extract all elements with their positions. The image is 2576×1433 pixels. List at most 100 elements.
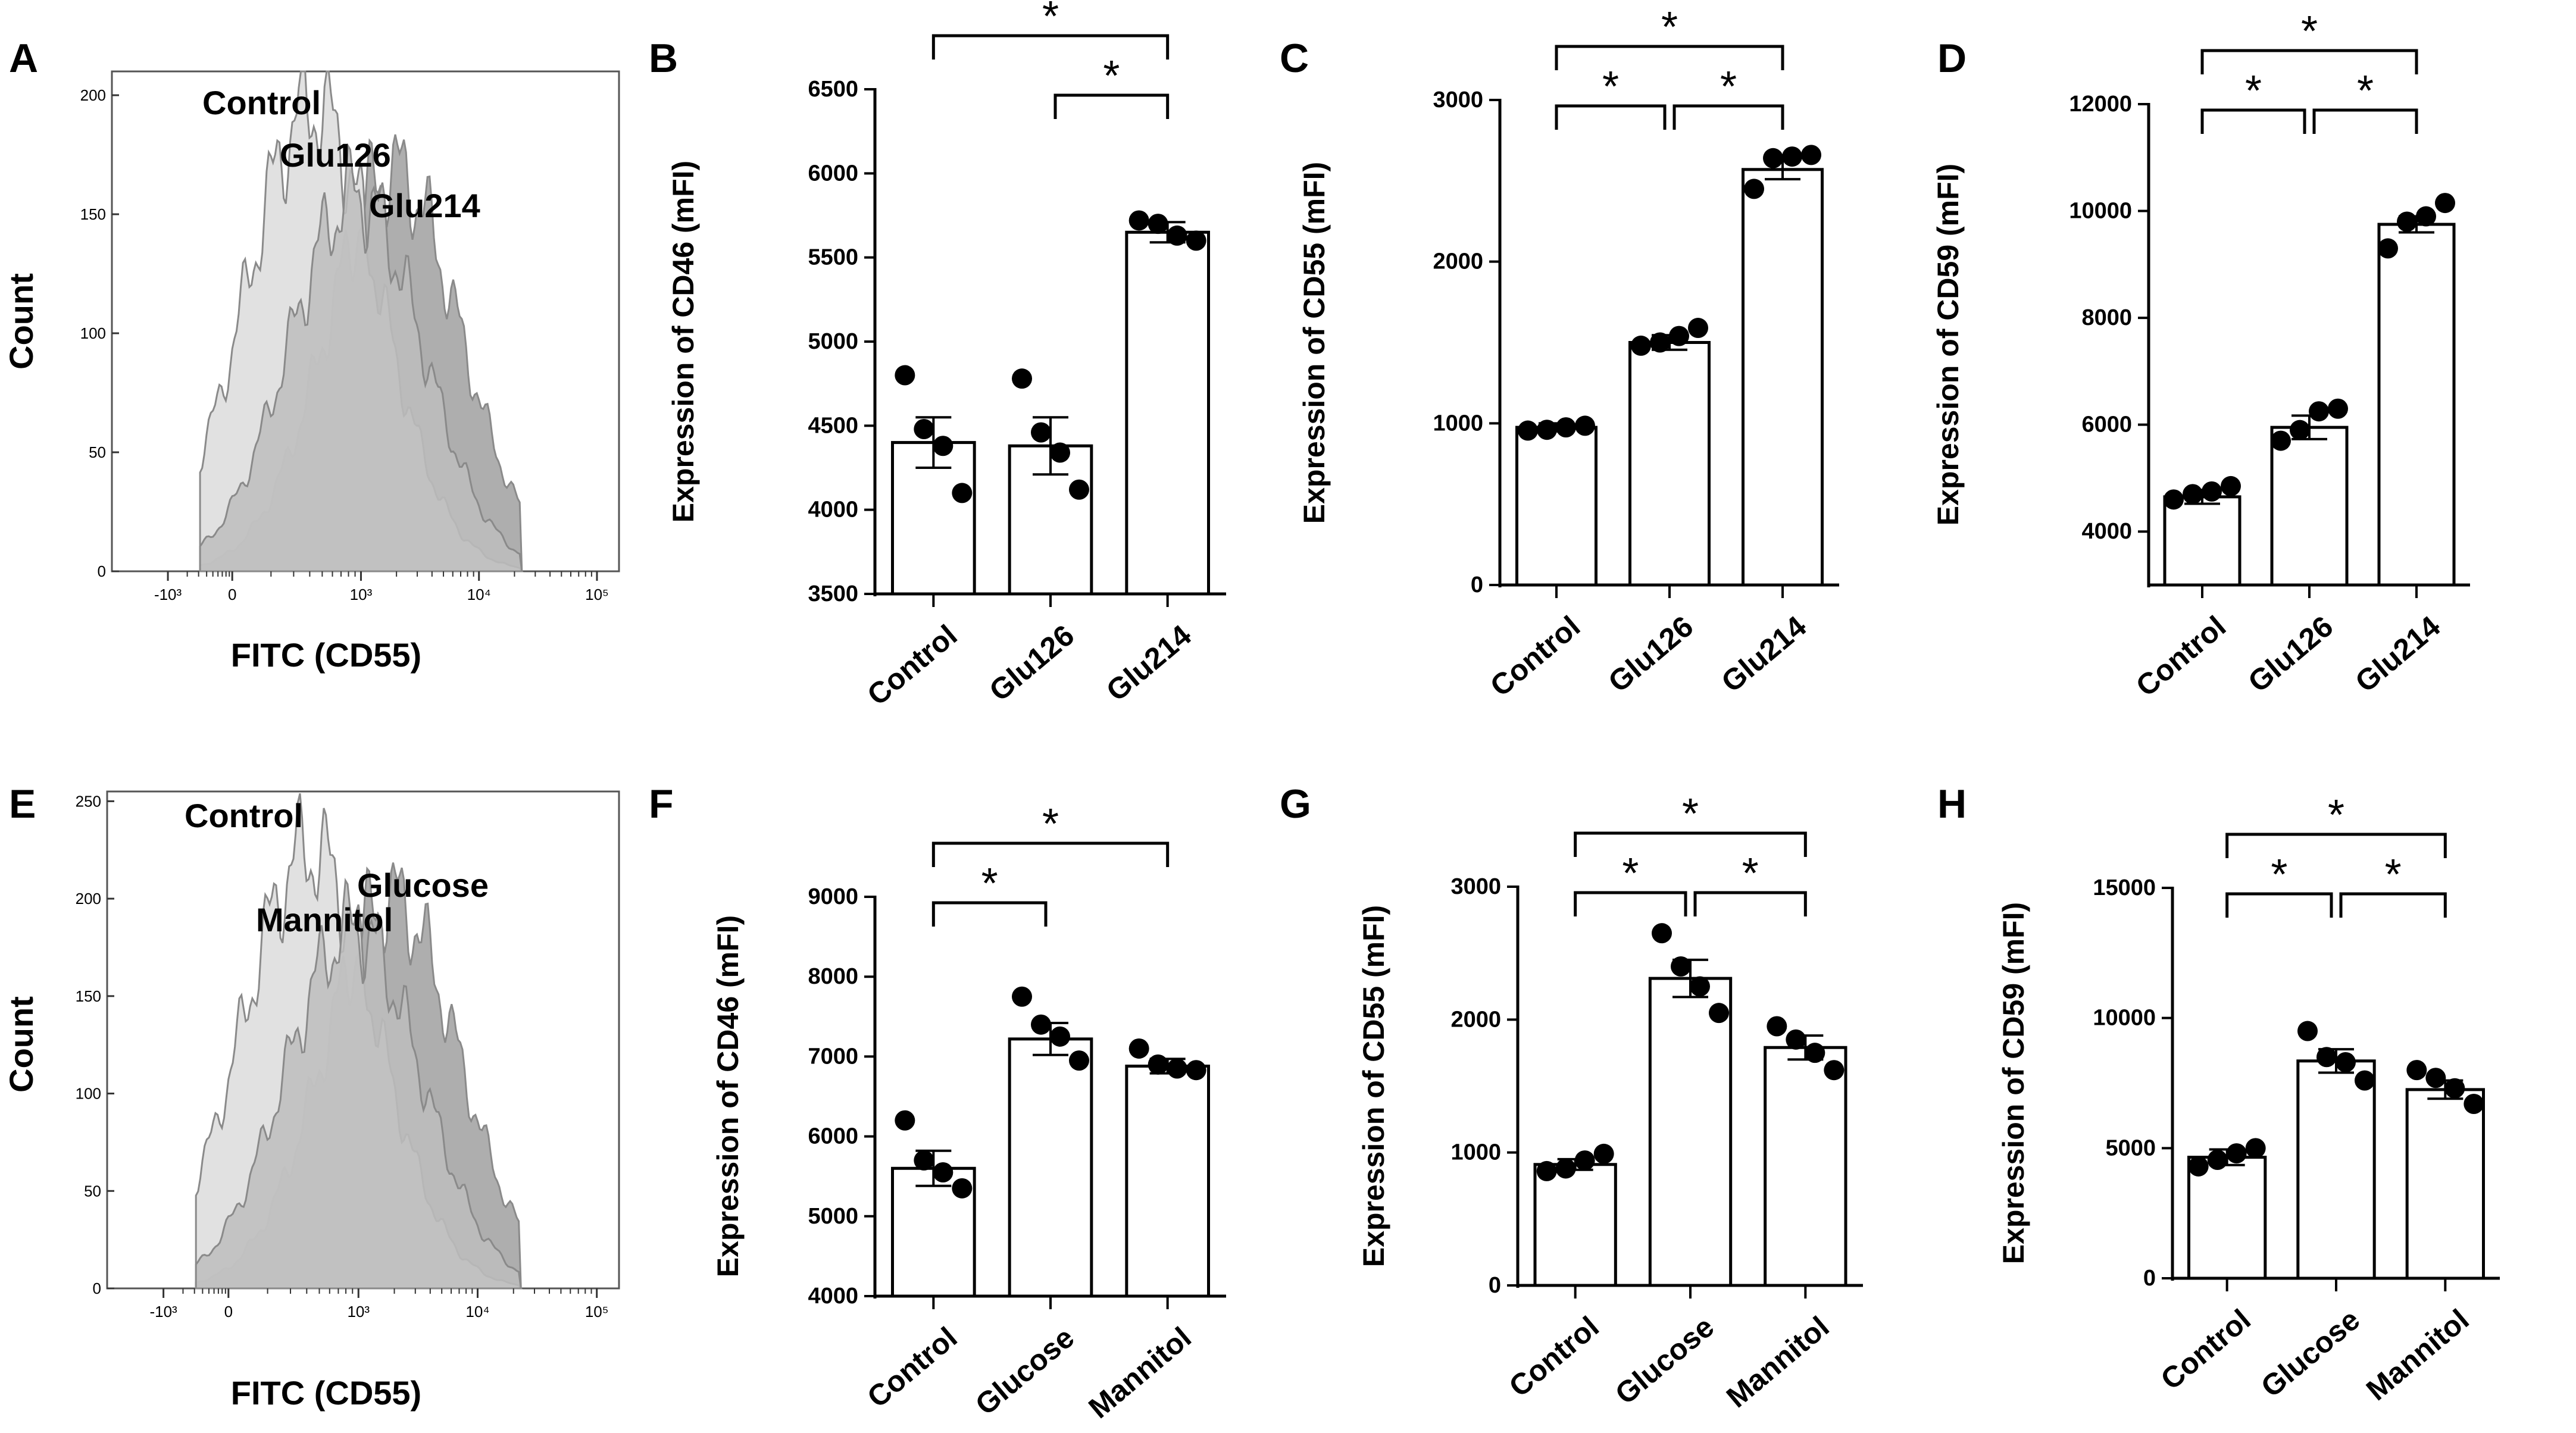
significance-bracket: * <box>931 800 1170 867</box>
bracket-line <box>2339 892 2447 918</box>
x-category-label: Glucose <box>1609 1310 1720 1411</box>
data-point <box>1709 1003 1729 1024</box>
x-tick-label: 10³ <box>350 586 373 603</box>
data-point <box>2378 238 2398 259</box>
y-tick-label: 50 <box>89 443 106 461</box>
x-category-label: Control <box>861 1321 963 1414</box>
significance-bracket: * <box>1053 52 1170 119</box>
significance-bracket: * <box>1555 4 1784 70</box>
histogram-glu126 <box>199 143 523 572</box>
significance-bracket: * <box>2200 67 2306 134</box>
panel-letter: G <box>1280 781 1311 827</box>
bar <box>2163 495 2242 587</box>
y-tick-label: 4500 <box>808 413 858 438</box>
significance-bracket: * <box>931 860 1048 927</box>
series-label: Glu126 <box>280 136 391 174</box>
significance-star: * <box>1042 800 1059 848</box>
panel-letter: B <box>649 36 678 81</box>
bar <box>2270 425 2349 587</box>
significance-star: * <box>2328 791 2344 839</box>
bar <box>1648 977 1733 1287</box>
bracket-line <box>2200 108 2306 134</box>
data-point <box>952 483 973 503</box>
data-point <box>933 436 954 456</box>
y-tick-label: 250 <box>76 792 101 810</box>
data-point <box>1050 442 1070 463</box>
data-point <box>1167 1058 1187 1079</box>
data-point <box>2221 475 2241 496</box>
y-tick-label: 0 <box>93 1279 101 1297</box>
x-tick-label: -10³ <box>149 1303 177 1321</box>
x-tick-label: 10⁵ <box>585 1303 609 1321</box>
data-point <box>1631 335 1651 356</box>
significance-bracket: * <box>2200 8 2418 74</box>
data-point <box>1031 1014 1051 1035</box>
y-tick-label: 5000 <box>808 1204 858 1229</box>
y-tick-label: 9000 <box>808 884 858 909</box>
significance-bracket: * <box>2339 851 2447 918</box>
x-category-label: Glu214 <box>2349 609 2446 699</box>
data-point <box>2416 206 2436 227</box>
x-tick-label: -10³ <box>154 586 182 603</box>
panel-e: E Count FITC (CD55) 0 50 100 150 200 250 -10³ 0 10³… <box>2 781 620 1412</box>
data-point <box>1012 986 1032 1007</box>
data-point <box>933 1162 954 1182</box>
data-point <box>2406 1060 2427 1081</box>
data-point <box>1652 923 1672 944</box>
data-point <box>1688 318 1708 339</box>
significance-star: * <box>2357 67 2374 115</box>
x-category-label: Glu126 <box>983 618 1080 708</box>
data-point <box>2271 430 2291 451</box>
bar <box>1125 230 1211 596</box>
y-tick-label: 50 <box>84 1182 101 1200</box>
y-tick-label: 150 <box>76 987 101 1005</box>
data-point <box>2464 1093 2484 1114</box>
data-point <box>2245 1138 2266 1159</box>
data-point <box>1782 146 1802 167</box>
bar <box>1008 1037 1093 1298</box>
y-tick-label: 3000 <box>1433 87 1483 112</box>
data-point <box>2202 481 2222 502</box>
data-point <box>1805 1043 1825 1063</box>
y-tick-label: 2000 <box>1433 249 1483 274</box>
bracket-line <box>931 901 1048 927</box>
bracket-line <box>2200 49 2418 74</box>
y-axis-title: Count <box>2 996 40 1093</box>
significance-bracket: * <box>1672 63 1784 130</box>
significance-star: * <box>1682 790 1699 838</box>
data-point <box>1148 1054 1168 1075</box>
x-category-label: Mannitol <box>1082 1321 1197 1425</box>
x-tick-label: 10⁴ <box>465 1303 489 1321</box>
significance-star: * <box>1720 63 1737 111</box>
x-tick-label: 10³ <box>347 1303 370 1321</box>
bar <box>2377 223 2456 587</box>
panel-b: B Expression of CD46 (mFI) 3500 4000 4500 500… <box>649 0 1226 712</box>
significance-star: * <box>2301 8 2318 55</box>
x-category-label: Glucose <box>969 1321 1080 1422</box>
x-tick-label: 0 <box>224 1303 233 1321</box>
data-point <box>1767 1016 1787 1037</box>
data-point <box>2355 1070 2375 1091</box>
x-category-label: Control <box>1484 609 1586 703</box>
x-category-label: Control <box>861 618 963 712</box>
y-tick-label: 5000 <box>808 329 858 354</box>
bracket-line <box>2312 108 2418 134</box>
x-category-label: Glu126 <box>1602 609 1699 699</box>
data-point <box>1744 179 1764 199</box>
data-point <box>914 1150 934 1171</box>
significance-star: * <box>1042 0 1059 40</box>
significance-star: * <box>981 860 998 908</box>
data-point <box>2336 1052 2356 1073</box>
data-point <box>1167 225 1187 246</box>
bar <box>1764 1046 1847 1287</box>
significance-star: * <box>1602 63 1619 111</box>
panel-f: F Expression of CD46 (mFI) 4000 5000 6000 700… <box>649 781 1226 1425</box>
data-point <box>2297 1021 2318 1041</box>
bar <box>2296 1059 2376 1280</box>
y-axis-title: Expression of CD59 (mFI) <box>1931 164 1965 525</box>
y-tick-label: 15000 <box>2093 875 2156 900</box>
significance-star: * <box>1742 850 1759 897</box>
significance-bracket: * <box>1574 790 1807 857</box>
data-point <box>1069 479 1089 500</box>
